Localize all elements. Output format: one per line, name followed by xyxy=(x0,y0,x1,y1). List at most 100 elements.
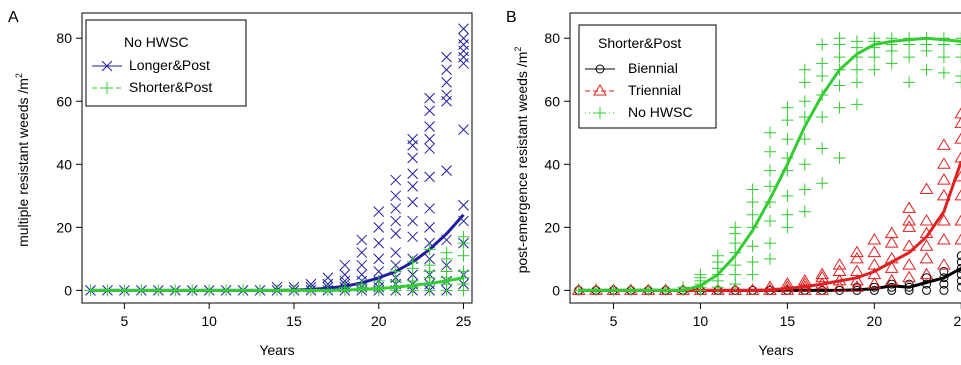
point-triennial-46 xyxy=(902,220,917,232)
point-no-hwsc-44 xyxy=(781,189,794,202)
point-triennial-45 xyxy=(902,239,917,251)
y-tick-label-b-80: 80 xyxy=(544,30,560,46)
x-tick-label-a-25: 25 xyxy=(456,313,472,329)
y-tick-label-b-0: 0 xyxy=(552,282,560,298)
point-triennial-41 xyxy=(884,236,899,248)
point-no-hwsc-100 xyxy=(955,70,961,83)
point-triennial-36 xyxy=(867,245,882,258)
point-no-hwsc-65 xyxy=(833,152,846,164)
point-longer-post-87 xyxy=(441,51,452,63)
point-no-hwsc-56 xyxy=(798,76,811,89)
point-no-hwsc-55 xyxy=(798,95,811,108)
point-triennial-50 xyxy=(919,251,934,264)
legend-label-triennial: Triennial xyxy=(628,82,681,98)
point-triennial-43 xyxy=(902,270,917,283)
point-no-hwsc-64 xyxy=(816,38,829,51)
point-triennial-44 xyxy=(902,258,917,270)
point-triennial-67 xyxy=(954,132,961,144)
x-tick-label-a-15: 15 xyxy=(286,313,302,329)
point-no-hwsc-26 xyxy=(729,221,742,234)
point-longer-post-59 xyxy=(407,196,419,208)
point-no-hwsc-63 xyxy=(816,57,829,70)
legend-label-shorter-post: Shorter&Post xyxy=(129,79,212,95)
point-no-hwsc-33 xyxy=(746,183,759,196)
point-triennial-31 xyxy=(850,251,864,264)
point-triennial-47 xyxy=(902,214,917,226)
point-no-hwsc-66 xyxy=(833,101,846,114)
point-no-hwsc-69 xyxy=(833,51,846,64)
legend-box-a xyxy=(85,19,247,107)
point-no-hwsc-38 xyxy=(764,180,776,193)
point-longer-post-68 xyxy=(424,253,435,265)
plot-frame-b xyxy=(569,12,961,304)
point-no-hwsc-34 xyxy=(764,252,776,265)
point-no-hwsc-27 xyxy=(746,268,759,281)
plot-frame-a xyxy=(81,12,473,304)
point-triennial-48 xyxy=(902,201,917,213)
legend-b: Shorter&Post Biennial Triennial No HWSC xyxy=(578,24,717,129)
point-longer-post-77 xyxy=(424,92,435,104)
legend-marker-shorter-post xyxy=(101,82,113,94)
point-no-hwsc-52 xyxy=(798,158,811,171)
point-biennial-30 xyxy=(939,279,949,289)
y-tick-label-a-40: 40 xyxy=(56,156,72,172)
point-triennial-33 xyxy=(867,277,882,289)
point-longer-post-76 xyxy=(424,105,435,117)
point-triennial-23 xyxy=(815,267,830,280)
point-no-hwsc-43 xyxy=(781,208,794,221)
point-triennial-53 xyxy=(919,214,934,226)
point-triennial-59 xyxy=(937,173,951,185)
point-triennial-56 xyxy=(937,232,951,245)
point-triennial-49 xyxy=(919,267,934,280)
point-biennial-35 xyxy=(956,270,961,280)
point-triennial-60 xyxy=(937,157,951,169)
point-no-hwsc-22 xyxy=(729,259,742,272)
point-longer-post-51 xyxy=(390,190,402,202)
y-axis-label-a-text: multiple resistant weeds /m xyxy=(15,78,31,247)
point-biennial-36 xyxy=(956,263,961,273)
point-no-hwsc-91 xyxy=(920,63,933,76)
axes-a: 5 10 15 20 25 0 20 40 60 80 xyxy=(56,30,471,329)
point-longer-post-39 xyxy=(373,253,385,265)
point-longer-post-93 xyxy=(458,124,469,135)
legend-a: No HWSC Longer&Post Shorter&Post xyxy=(85,19,247,107)
point-triennial-65 xyxy=(954,170,961,182)
point-no-hwsc-51 xyxy=(798,183,811,196)
legend-label-longer-post: Longer&Post xyxy=(129,57,210,73)
point-triennial-35 xyxy=(867,258,882,270)
y-tick-label-b-60: 60 xyxy=(544,93,560,109)
point-triennial-22 xyxy=(815,270,830,283)
x-tick-label-a-5: 5 xyxy=(120,313,128,329)
point-no-hwsc-40 xyxy=(764,145,776,158)
point-no-hwsc-74 xyxy=(850,63,863,76)
point-longer-post-82 xyxy=(441,165,452,176)
x-tick-label-b-20: 20 xyxy=(867,313,883,329)
legend-marker-biennial xyxy=(595,64,605,74)
legend-items-a xyxy=(92,60,122,94)
point-no-hwsc-60 xyxy=(816,111,829,124)
legend-box-b xyxy=(578,24,717,129)
point-no-hwsc-50 xyxy=(798,205,811,218)
point-shorter-post-37 xyxy=(423,243,436,256)
point-longer-post-92 xyxy=(458,199,469,211)
axes-b: 5 10 15 20 25 0 20 40 60 80 xyxy=(544,30,961,329)
point-shorter-post-22 xyxy=(372,274,385,287)
x-tick-label-b-25: 25 xyxy=(954,313,961,329)
y-tick-label-a-60: 60 xyxy=(56,93,72,109)
legend-label-biennial: Biennial xyxy=(628,60,678,76)
point-no-hwsc-95 xyxy=(937,66,950,79)
point-triennial-19 xyxy=(797,273,812,286)
point-triennial-69 xyxy=(954,107,961,119)
point-longer-post-34 xyxy=(356,234,368,246)
point-longer-post-64 xyxy=(407,133,419,145)
y-axis-label-b-text: post-emergence resistant weeds /m xyxy=(514,52,530,274)
point-triennial-39 xyxy=(884,261,899,273)
y-tick-label-b-20: 20 xyxy=(544,219,560,235)
point-biennial-37 xyxy=(956,257,961,267)
point-longer-post-74 xyxy=(424,133,435,145)
point-no-hwsc-49 xyxy=(781,101,794,114)
y-tick-label-a-0: 0 xyxy=(64,282,72,298)
point-triennial-37 xyxy=(867,232,882,245)
point-no-hwsc-39 xyxy=(764,164,776,177)
x-axis-label-b: Years xyxy=(758,342,793,358)
